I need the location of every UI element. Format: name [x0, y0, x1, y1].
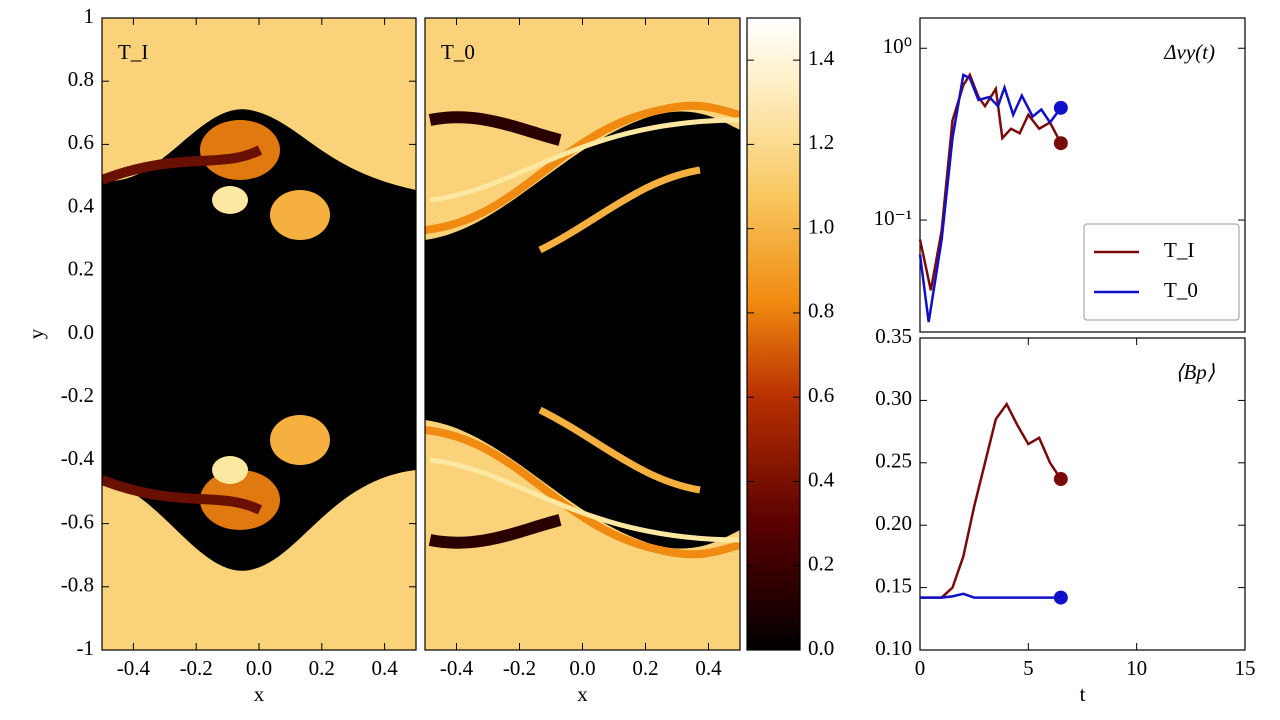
x-tick-label: 15 [1235, 656, 1256, 680]
y-tick-label: 1.0 [808, 214, 834, 238]
y-tick-label: 0.15 [875, 573, 912, 597]
x-tick-label: -0.4 [440, 656, 474, 680]
y-tick-label: 1 [84, 4, 95, 28]
y-tick-label: 10⁻¹ [874, 206, 912, 230]
x-axis-label: x [577, 682, 588, 706]
end-marker [1053, 100, 1068, 115]
x-tick-label: 0.0 [246, 656, 272, 680]
axes-frame [919, 17, 1246, 333]
panel-title: T_0 [441, 40, 475, 64]
x-tick-label: 5 [1023, 656, 1034, 680]
series-line [918, 72, 1062, 323]
y-tick-label: 1.2 [808, 130, 834, 154]
y-tick-label: 1.4 [808, 46, 835, 70]
x-tick-label: 0.4 [371, 656, 398, 680]
x-tick-label: 0.4 [695, 656, 722, 680]
field-image [425, 18, 740, 650]
end-marker [1053, 472, 1068, 487]
panel-annotation: ⟨Bp⟩ [1175, 360, 1215, 384]
x-tick-label: 10 [1126, 656, 1147, 680]
y-tick-label: 0.10 [875, 636, 912, 660]
colorbar-gradient [747, 18, 800, 650]
y-tick-label: 0.0 [68, 320, 94, 344]
end-marker [1053, 136, 1068, 151]
legend-label: T_I [1164, 238, 1194, 262]
end-marker [1053, 590, 1068, 605]
x-tick-label: 0 [915, 656, 926, 680]
y-tick-label: 0.20 [875, 511, 912, 535]
series-line [920, 592, 1061, 599]
x-tick-label: 0.0 [569, 656, 595, 680]
x-tick-label: -0.2 [503, 656, 536, 680]
x-axis-label: t [1080, 682, 1086, 706]
y-tick-label: -0.8 [61, 573, 94, 597]
panel-annotation: Δvy(t) [1163, 40, 1215, 64]
y-tick-label: 0.8 [808, 299, 834, 323]
x-tick-label: 0.2 [309, 656, 335, 680]
y-tick-label: 10⁰ [883, 34, 912, 58]
y-tick-label: 0.4 [68, 193, 95, 217]
x-axis-label: x [254, 682, 265, 706]
y-tick-label: -0.4 [61, 446, 95, 470]
y-tick-label: 0.0 [808, 636, 834, 660]
x-tick-label: -0.4 [117, 656, 151, 680]
axes-frame [919, 337, 1246, 651]
series-line [920, 401, 1062, 599]
y-tick-label: 0.4 [808, 467, 835, 491]
y-axis-label: y [24, 328, 48, 339]
y-tick-label: 0.30 [875, 386, 912, 410]
y-tick-label: 0.6 [808, 383, 834, 407]
y-tick-label: 0.25 [875, 449, 912, 473]
y-tick-label: 0.8 [68, 67, 94, 91]
panel-title: T_I [118, 40, 148, 64]
y-tick-label: 0.2 [68, 257, 94, 281]
legend-label: T_0 [1164, 278, 1198, 302]
y-tick-label: 0.6 [68, 130, 94, 154]
y-tick-label: 0.35 [875, 324, 912, 348]
legend-box [1083, 223, 1240, 321]
x-tick-label: -0.2 [180, 656, 213, 680]
series-line [918, 72, 1062, 291]
y-tick-label: -0.6 [61, 509, 94, 533]
field-image [102, 18, 416, 650]
x-tick-label: 0.2 [632, 656, 658, 680]
y-tick-label: -0.2 [61, 383, 94, 407]
y-tick-label: -1 [77, 636, 95, 660]
axes-frame [746, 17, 801, 651]
y-tick-label: 0.2 [808, 552, 834, 576]
